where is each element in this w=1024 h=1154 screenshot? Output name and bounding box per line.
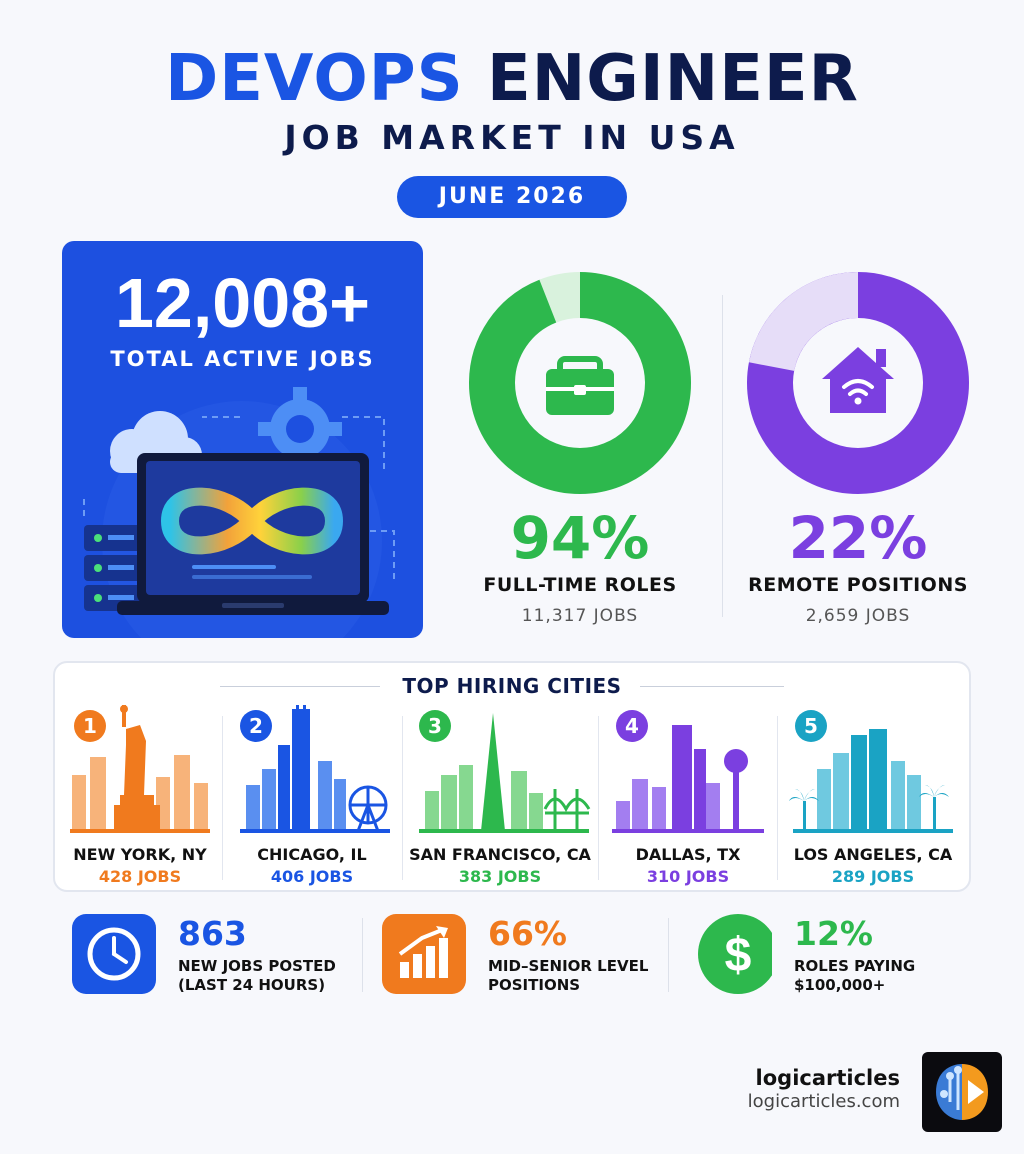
page-title: DEVOPS ENGINEER [0, 42, 1024, 116]
city-name: DALLAS, TX [635, 845, 741, 864]
new-york-skyline [70, 705, 210, 833]
city-card-los-angeles: 5 LOS ANGELES, CA 289 JOBS [781, 705, 965, 886]
brand-url[interactable]: logicarticles.com [747, 1091, 900, 1112]
city-jobs: 310 JOBS [646, 867, 730, 886]
city-divider [402, 716, 403, 880]
reunion-tower-icon [724, 749, 748, 831]
city-card-dallas: 4 DALLAS, TX 310 JOBS [602, 705, 774, 886]
golden-gate-bridge-icon [543, 789, 591, 831]
cities-title-rule [220, 686, 380, 687]
remote-label: REMOTE POSITIONS [748, 574, 968, 596]
los-angeles-skyline [789, 729, 953, 833]
stat-value: 863 [178, 914, 247, 953]
remote-jobs: 2,659 JOBS [805, 606, 911, 626]
devops-infinity-icon [161, 487, 343, 555]
remote-donut [747, 272, 969, 494]
dollar-icon: $ [688, 914, 778, 994]
donut-arc [469, 272, 691, 494]
transamerica-pyramid-icon [481, 713, 505, 831]
clock-icon [72, 914, 156, 994]
stat-divider [362, 918, 363, 992]
date-badge: JUNE 2026 [397, 176, 627, 218]
city-name: SAN FRANCISCO, CA [409, 845, 591, 864]
stat-description: ROLES PAYING $100,000+ [794, 957, 916, 994]
rank-badge: 2 [240, 710, 272, 742]
devops-laptop-illustration [83, 387, 395, 638]
page-subtitle: JOB MARKET IN USA [284, 118, 740, 157]
stat-high-salary: $ 12% ROLES PAYING $100,000+ [688, 914, 968, 994]
stat-divider [668, 918, 669, 992]
rank-badge: 1 [74, 710, 106, 742]
statue-of-liberty-icon [114, 705, 160, 831]
city-card-san-francisco: 3 SAN FRANCISCO, CA 383 JOBS [405, 705, 595, 886]
palm-tree-icon [789, 789, 819, 831]
ferris-wheel-icon [348, 785, 388, 832]
stat-value: 66% [488, 914, 567, 953]
stat-new-jobs: 863 NEW JOBS POSTED (LAST 24 HOURS) [72, 914, 352, 994]
full-time-jobs: 11,317 JOBS [521, 606, 639, 626]
donut-arc [747, 272, 969, 494]
city-card-chicago: 2 CHICAGO, IL 406 JOBS [226, 705, 398, 886]
stat-value: 12% [794, 914, 873, 953]
city-name: LOS ANGELES, CA [793, 845, 953, 864]
total-jobs-value: 12,008+ [115, 264, 370, 342]
rank-badge: 4 [616, 710, 648, 742]
brand-logo [922, 1052, 1002, 1132]
title-word-engineer: ENGINEER [487, 42, 859, 116]
remote-percent: 22% [788, 504, 928, 572]
home-wifi-icon [822, 347, 894, 413]
svg-text:$: $ [725, 929, 752, 982]
full-time-percent: 94% [510, 504, 650, 572]
growth-chart-icon [382, 914, 466, 994]
rank-badge: 5 [795, 710, 827, 742]
dallas-skyline [612, 725, 764, 833]
briefcase-icon [546, 356, 614, 415]
city-divider [222, 716, 223, 880]
city-card-new-york: 1 NEW YORK, NY 428 JOBS [60, 705, 220, 886]
total-jobs-label: TOTAL ACTIVE JOBS [110, 347, 375, 371]
san-francisco-skyline [419, 713, 591, 833]
full-time-label: FULL-TIME ROLES [483, 574, 677, 596]
city-jobs: 289 JOBS [831, 867, 915, 886]
stat-mid-senior: 66% MID–SENIOR LEVEL POSITIONS [382, 914, 662, 994]
city-jobs: 428 JOBS [98, 867, 182, 886]
stat-description: MID–SENIOR LEVEL POSITIONS [488, 957, 649, 994]
remote-metric: 22% REMOTE POSITIONS 2,659 JOBS [743, 270, 973, 626]
stat-description: NEW JOBS POSTED (LAST 24 HOURS) [178, 957, 336, 994]
palm-tree-icon [919, 785, 949, 831]
city-name: NEW YORK, NY [73, 845, 207, 864]
city-jobs: 383 JOBS [458, 867, 542, 886]
full-time-metric: 94% FULL-TIME ROLES 11,317 JOBS [465, 270, 695, 626]
city-divider [598, 716, 599, 880]
metric-divider [722, 295, 723, 617]
laptop-icon [117, 453, 389, 615]
title-word-devops: DEVOPS [165, 42, 464, 116]
city-jobs: 406 JOBS [270, 867, 354, 886]
city-divider [777, 716, 778, 880]
full-time-donut [469, 272, 691, 494]
chicago-skyline [240, 705, 390, 833]
brand-name: logicarticles [755, 1066, 900, 1090]
rank-badge: 3 [419, 710, 451, 742]
server-rack-icon [84, 525, 144, 611]
cities-title-rule [640, 686, 784, 687]
city-name: CHICAGO, IL [257, 845, 367, 864]
cities-title: TOP HIRING CITIES [402, 674, 622, 698]
total-jobs-card: 12,008+ TOTAL ACTIVE JOBS [62, 241, 423, 638]
